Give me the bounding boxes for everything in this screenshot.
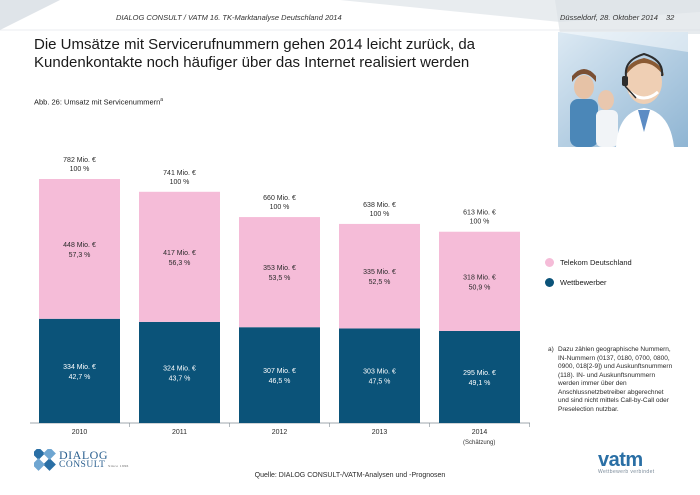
x-tick-label-2014: 2014 [472, 429, 488, 436]
legend-swatch-wettbewerber [545, 278, 554, 287]
figure-caption: Abb. 26: Umsatz mit Servicenummerna [34, 97, 163, 107]
legend-label-wettbewerber: Wettbewerber [560, 278, 607, 287]
pct-label-telekom-2014: 50,9 % [469, 284, 491, 291]
figure-caption-text: Abb. 26: Umsatz mit Servicenummern [34, 97, 161, 107]
total-label-2014: 613 Mio. € [463, 210, 496, 217]
footnote-marker: a) [548, 346, 554, 353]
total-pct-label-2013: 100 % [370, 211, 390, 218]
total-label-2013: 638 Mio. € [363, 202, 396, 209]
x-tick-label-2010: 2010 [72, 429, 88, 436]
bar-wettbewerber-2014 [439, 330, 520, 423]
total-pct-label-2012: 100 % [270, 204, 290, 211]
total-pct-label-2011: 100 % [170, 179, 190, 186]
vatm-logo: vatm Wettbewerb verbindet [598, 449, 655, 475]
call-center-photo [558, 32, 688, 147]
vatm-logo-wordmark: vatm [598, 449, 643, 471]
total-label-2010: 782 Mio. € [63, 157, 96, 164]
dialog-logo-since: Since 1996 [108, 463, 129, 468]
legend-item-wettbewerber: Wettbewerber [545, 278, 632, 287]
page-title: Die Umsätze mit Servicerufnummern gehen … [34, 36, 476, 71]
bar-wettbewerber-2012 [239, 327, 320, 423]
value-label-telekom-2013: 335 Mio. € [363, 269, 396, 276]
legend-swatch-telekom [545, 258, 554, 267]
figure-caption-footnote-marker: a [160, 97, 164, 103]
total-pct-label-2010: 100 % [70, 166, 90, 173]
source-note: Quelle: DIALOG CONSULT-/VATM-Analysen un… [254, 472, 446, 479]
vatm-logo-tagline: Wettbewerb verbindet [598, 469, 655, 475]
footnote-text: Dazu zählen geographische Nummern, IN-Nu… [558, 346, 673, 413]
value-label-wettbewerber-2012: 307 Mio. € [263, 368, 296, 375]
x-tick-label-2011: 2011 [172, 429, 187, 436]
value-label-wettbewerber-2010: 334 Mio. € [63, 364, 96, 371]
pct-label-wettbewerber-2011: 43,7 % [169, 375, 191, 382]
x-tick-label-2012: 2012 [272, 429, 288, 436]
pct-label-wettbewerber-2014: 49,1 % [469, 380, 491, 387]
total-label-2012: 660 Mio. € [263, 195, 296, 202]
page-number: 32 [666, 13, 675, 22]
total-label-2011: 741 Mio. € [163, 170, 196, 177]
value-label-telekom-2012: 353 Mio. € [263, 265, 296, 272]
header-bar [0, 0, 700, 34]
footnote: a) Dazu zählen geographische Nummern, IN… [548, 346, 676, 414]
value-label-telekom-2014: 318 Mio. € [463, 274, 496, 281]
bar-wettbewerber-2010 [39, 318, 120, 423]
bar-telekom-2011 [139, 191, 220, 322]
bar-wettbewerber-2013 [339, 328, 420, 423]
header-report-title: DIALOG CONSULT / VATM 16. TK-Marktanalys… [116, 13, 342, 22]
value-label-wettbewerber-2013: 303 Mio. € [363, 369, 396, 376]
header-date: Düsseldorf, 28. Oktober 2014 [560, 13, 658, 22]
value-label-telekom-2010: 448 Mio. € [63, 242, 96, 249]
dialog-logo-line2: CONSULT [59, 459, 106, 470]
x-tick-label-2013: 2013 [372, 429, 388, 436]
pct-label-telekom-2010: 57,3 % [69, 252, 91, 259]
bar-telekom-2010 [39, 179, 120, 319]
pct-label-wettbewerber-2012: 46,5 % [269, 378, 291, 385]
pct-label-telekom-2013: 52,5 % [369, 279, 391, 286]
legend-label-telekom: Telekom Deutschland [560, 258, 632, 267]
pct-label-telekom-2011: 56,3 % [169, 260, 191, 267]
value-label-telekom-2011: 417 Mio. € [163, 250, 196, 257]
pct-label-telekom-2012: 53,5 % [269, 275, 291, 282]
total-pct-label-2014: 100 % [470, 219, 490, 226]
pct-label-wettbewerber-2013: 47,5 % [369, 379, 391, 386]
pct-label-wettbewerber-2010: 42,7 % [69, 374, 91, 381]
value-label-wettbewerber-2011: 324 Mio. € [163, 365, 196, 372]
dialog-logo-line1: DIALOG [59, 447, 108, 462]
bar-telekom-2013 [339, 223, 420, 329]
dialog-consult-logo-mark [34, 449, 56, 471]
bar-telekom-2014 [439, 231, 520, 331]
bar-wettbewerber-2011 [139, 321, 220, 423]
bar-telekom-2012 [239, 217, 320, 328]
estimate-note: (Schätzung) [463, 440, 496, 446]
legend: Telekom Deutschland Wettbewerber [545, 258, 632, 287]
legend-item-telekom: Telekom Deutschland [545, 258, 632, 267]
dialog-consult-logo: DIALOG CONSULT Since 1996 [34, 449, 129, 471]
value-label-wettbewerber-2014: 295 Mio. € [463, 370, 496, 377]
